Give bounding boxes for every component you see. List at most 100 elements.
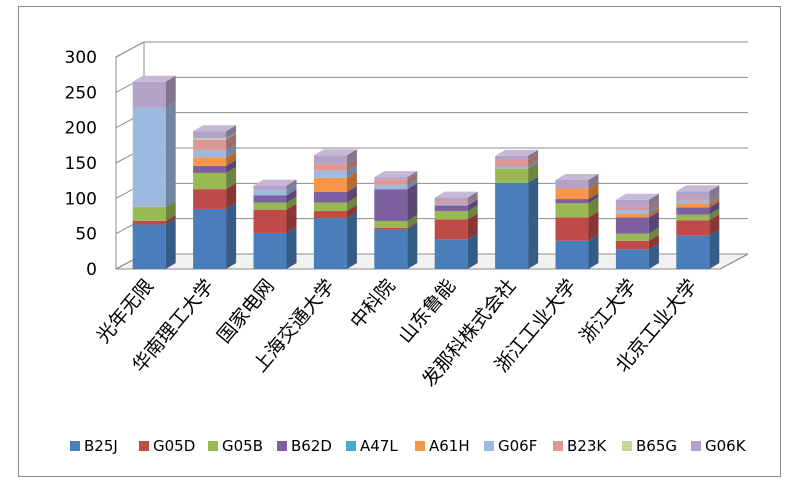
legend-swatch — [139, 441, 149, 451]
bar-side — [286, 183, 297, 196]
bar-side — [467, 205, 478, 220]
bar-front — [132, 206, 166, 221]
bar-front — [193, 157, 227, 166]
y-tick-labels: 0 50 100 150 200 250 300 — [65, 48, 97, 280]
bar-front — [615, 206, 649, 211]
bar-segment — [132, 75, 176, 108]
bar-side — [709, 194, 720, 204]
bar-side — [588, 173, 599, 189]
bar-segment — [374, 178, 418, 190]
bar-front — [313, 170, 347, 178]
bar-front — [555, 217, 589, 241]
bars — [132, 75, 720, 269]
bar-segment — [193, 183, 237, 209]
bar-segment — [495, 149, 539, 160]
bar-front — [193, 189, 227, 209]
bar-front — [374, 228, 408, 230]
bar-side — [528, 176, 539, 269]
bar-segment — [615, 200, 659, 211]
bar-segment — [555, 193, 599, 204]
bar-front — [132, 224, 166, 269]
bar-front — [132, 220, 166, 225]
bar-segment — [193, 151, 237, 166]
legend-label: G06K — [705, 437, 747, 455]
bar-front — [555, 188, 589, 200]
bar-side — [407, 173, 418, 185]
bar-side — [286, 226, 297, 269]
legend-item: G05D — [139, 437, 195, 455]
legend-label: B65G — [636, 437, 677, 455]
bar-segment — [374, 214, 418, 229]
bar-segment — [193, 144, 237, 158]
bar-front — [253, 189, 287, 196]
bar-front — [374, 184, 408, 190]
bar-front — [193, 165, 227, 173]
bar-segment — [676, 192, 720, 201]
bar-side — [407, 222, 418, 230]
bar-side — [588, 234, 599, 269]
bar-segment — [495, 160, 539, 169]
bar-top — [615, 193, 659, 200]
bar-side — [588, 211, 599, 241]
bar-segment — [313, 185, 357, 203]
legend-swatch — [553, 441, 563, 451]
bar-side — [226, 151, 237, 166]
bar-segment — [434, 213, 478, 240]
bar-front — [253, 185, 287, 190]
bar-front — [253, 209, 287, 233]
bar-front — [676, 203, 710, 208]
bar-segment — [676, 194, 720, 204]
legend-label: A47L — [360, 437, 398, 455]
bar-segment — [615, 193, 659, 207]
legend-item: G06K — [691, 437, 747, 455]
bar-side — [226, 159, 237, 173]
bar-segment — [313, 196, 357, 212]
legend-label: G05D — [153, 437, 195, 455]
bar-side — [648, 207, 659, 218]
bar-segment — [434, 197, 478, 206]
bar-side — [709, 201, 720, 215]
bar-side — [226, 202, 237, 269]
bar-segment — [676, 185, 720, 199]
y-tick-label: 250 — [65, 83, 97, 103]
bar-stack — [132, 75, 176, 269]
bar-segment — [253, 196, 297, 210]
bar-front — [676, 198, 710, 201]
bar-front — [313, 191, 347, 203]
bar-side — [165, 218, 176, 269]
bar-segment — [615, 207, 659, 218]
legend-item: G06F — [484, 437, 537, 455]
bar-segment — [313, 164, 357, 178]
bar-segment — [676, 201, 720, 215]
bar-front — [615, 213, 649, 218]
bar-side — [165, 200, 176, 221]
bar-segment — [374, 183, 418, 221]
bar-top — [555, 173, 599, 180]
bar-front — [193, 139, 227, 151]
bar-front — [253, 195, 287, 203]
bar-stack — [374, 171, 418, 269]
bar-segment — [434, 195, 478, 204]
bar-side — [709, 192, 720, 201]
bar-segment — [676, 208, 720, 221]
bar-side — [346, 171, 357, 192]
bar-side — [528, 160, 539, 169]
bar-front — [555, 240, 589, 269]
x-axis-depth-line — [719, 253, 749, 270]
bar-front — [676, 191, 710, 199]
bar-segment — [434, 191, 478, 202]
bar-side — [165, 101, 176, 207]
bar-front — [676, 214, 710, 221]
y-tick-label: 100 — [65, 189, 97, 209]
bar-side — [226, 144, 237, 158]
bar-front — [676, 220, 710, 236]
bar-front — [374, 220, 408, 229]
bar-side — [588, 193, 599, 204]
bar-front — [313, 218, 347, 269]
bar-top — [676, 185, 720, 192]
bar-side — [467, 191, 478, 202]
bar-side — [588, 197, 599, 218]
bar-segment — [555, 173, 599, 189]
bar-front — [434, 239, 468, 269]
bar-stack — [555, 173, 599, 269]
